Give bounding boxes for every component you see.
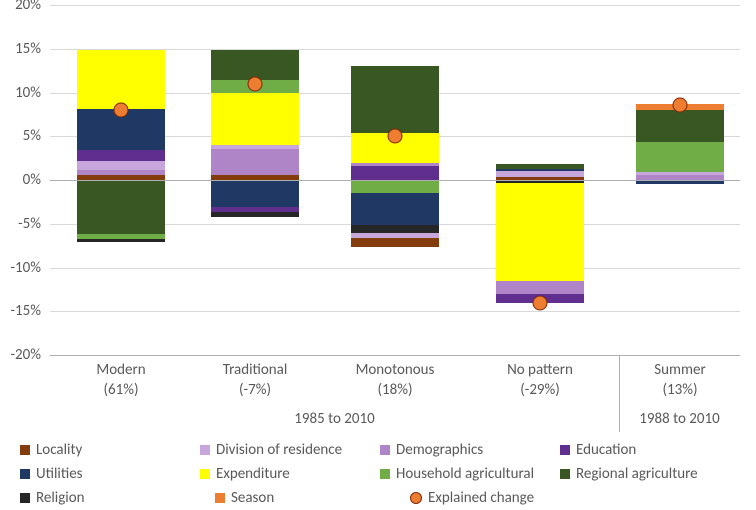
legend-item: Household agricultural	[380, 462, 560, 486]
explained-change-marker	[388, 129, 403, 144]
stacked-bar-chart: -20% -15% -10% -5% 0% 5% 10% 15% 20% Modern(61%)T…	[0, 0, 756, 510]
explained-change-marker	[248, 76, 263, 91]
category-label: Modern(61%)	[56, 360, 186, 401]
legend-item: Locality	[20, 438, 200, 462]
bar-segment	[211, 145, 299, 149]
bar-segment	[351, 180, 439, 193]
legend-item: Season	[215, 486, 410, 510]
bar-segment	[636, 142, 724, 172]
category-label: Summer(13%)	[615, 360, 745, 401]
explained-change-marker	[114, 103, 129, 118]
y-tick-label: -15%	[10, 302, 41, 320]
y-tick-label: 20%	[15, 0, 41, 14]
legend-label: Division of residence	[216, 438, 342, 462]
legend-label: Season	[231, 486, 274, 510]
period-label: 1988 to 2010	[619, 410, 740, 428]
legend-item: Division of residence	[200, 438, 380, 462]
legend-item: Education	[560, 438, 740, 462]
legend-swatch	[215, 493, 225, 503]
bar-segment	[351, 163, 439, 167]
category-label: Traditional(-7%)	[190, 360, 320, 401]
legend-swatch	[20, 445, 30, 455]
category-label: Monotonous(18%)	[330, 360, 460, 401]
legend-label: Religion	[36, 486, 85, 510]
bar-segment	[496, 169, 584, 172]
legend-swatch	[560, 469, 570, 479]
legend-item: Religion	[20, 486, 215, 510]
bar-segment	[636, 172, 724, 175]
y-tick-label: -5%	[18, 215, 41, 233]
y-tick-label: 10%	[15, 84, 41, 102]
y-tick-label: 15%	[15, 40, 41, 58]
bar-segment	[77, 170, 165, 175]
legend-item: Regional agriculture	[560, 462, 740, 486]
legend-row: Utilities Expenditure Household agricultur…	[20, 462, 740, 486]
bar-segment	[211, 180, 299, 207]
bar-segment	[351, 238, 439, 247]
legend-row: Locality Division of residence Demographic…	[20, 438, 740, 462]
legend-swatch	[200, 469, 210, 479]
legend-label: Household agricultural	[396, 462, 534, 486]
bar-segment	[211, 149, 299, 175]
bar-segment	[496, 183, 584, 281]
legend: Locality Division of residence Demographic…	[20, 438, 740, 510]
y-tick-label: -20%	[10, 346, 41, 364]
legend-swatch	[20, 469, 30, 479]
legend-swatch	[380, 445, 390, 455]
bar-segment	[77, 161, 165, 170]
bar-segment	[351, 66, 439, 133]
bar-segment	[636, 110, 724, 142]
y-tick-label: 5%	[23, 127, 41, 145]
bar-segment	[351, 166, 439, 180]
bar-segment	[496, 171, 584, 176]
legend-swatch	[380, 469, 390, 479]
legend-label: Utilities	[36, 462, 83, 486]
bar-segment	[351, 193, 439, 225]
legend-item: Utilities	[20, 462, 200, 486]
bar-segment	[77, 180, 165, 234]
bar-segment	[77, 150, 165, 161]
bar-segment	[77, 50, 165, 110]
category-label: No pattern(-29%)	[475, 360, 605, 401]
y-tick-label: -10%	[10, 259, 41, 277]
legend-label: Demographics	[396, 438, 483, 462]
legend-row: Religion Season Explained change	[20, 486, 740, 510]
bar-segment	[77, 239, 165, 243]
legend-swatch	[200, 445, 210, 455]
legend-label: Locality	[36, 438, 82, 462]
bar-segment	[351, 225, 439, 233]
period-label: 1985 to 2010	[50, 410, 619, 428]
x-axis-line	[50, 180, 740, 181]
bar-segment	[211, 93, 299, 146]
legend-swatch	[560, 445, 570, 455]
legend-label: Regional agriculture	[576, 462, 698, 486]
legend-item: Explained change	[410, 486, 605, 510]
legend-label: Education	[576, 438, 636, 462]
legend-swatch	[20, 493, 30, 503]
legend-swatch	[410, 492, 422, 504]
explained-change-marker	[673, 97, 688, 112]
legend-label: Expenditure	[216, 462, 290, 486]
explained-change-marker	[533, 295, 548, 310]
bar-segment	[211, 212, 299, 216]
bar-segment	[496, 281, 584, 294]
legend-item: Demographics	[380, 438, 560, 462]
bar-segment	[496, 164, 584, 168]
legend-label: Explained change	[428, 486, 534, 510]
legend-item: Expenditure	[200, 462, 380, 486]
y-tick-label: 0%	[23, 171, 41, 189]
